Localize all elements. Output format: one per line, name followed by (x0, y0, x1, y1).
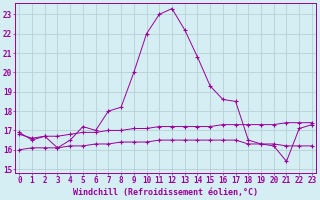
X-axis label: Windchill (Refroidissement éolien,°C): Windchill (Refroidissement éolien,°C) (73, 188, 258, 197)
